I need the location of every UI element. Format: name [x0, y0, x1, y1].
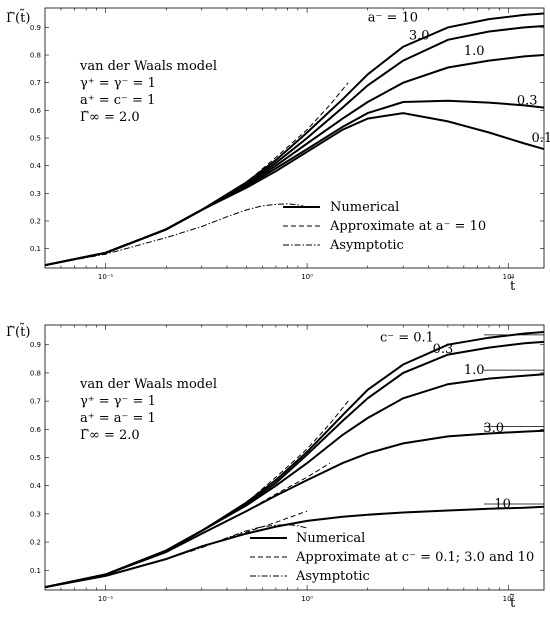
x-tick-label: 10⁰: [301, 595, 313, 603]
y-tick-label: 0.2: [30, 217, 41, 225]
series-label: 0.1: [531, 131, 550, 146]
series-label: 1.0: [464, 44, 485, 59]
series-label: 0.3: [433, 342, 454, 357]
y-axis-label: Γ̃(t̃): [6, 323, 30, 340]
legend-label: Asymptotic: [295, 569, 370, 584]
legend-label: Numerical: [296, 531, 365, 546]
y-tick-label: 0.6: [30, 107, 42, 115]
y-tick-label: 0.3: [30, 190, 41, 198]
y-tick-label: 0.7: [30, 398, 41, 406]
bottom-panel: Γ̃(t̃) t̃ van der Waals model γ⁺ = γ⁻ = …: [6, 323, 545, 611]
annotation-line: Γ̃∞ = 2.0: [80, 428, 140, 443]
x-axis-label: t̃: [509, 594, 516, 611]
x-tick-label: 10¹: [503, 595, 515, 603]
y-tick-label: 0.9: [30, 24, 41, 32]
x-tick-label: 10¹: [503, 273, 515, 281]
y-tick-label: 0.5: [30, 135, 41, 143]
legend-label: Numerical: [330, 200, 399, 215]
series-label: 3.0: [483, 421, 504, 436]
annotation-line: Γ̃∞ = 2.0: [80, 110, 140, 125]
legend: Numerical Approximate at a⁻ = 10 Asympto…: [283, 200, 486, 253]
series-label: 10: [494, 497, 511, 512]
y-tick-label: 0.4: [30, 482, 42, 490]
annotation-line: a⁺ = a⁻ = 1: [80, 411, 156, 426]
legend: Numerical Approximate at c⁻ = 0.1; 3.0 a…: [250, 531, 534, 584]
series-line-dashed: [44, 462, 331, 588]
top-panel: Γ̃(t̃) t̃ van der Waals model γ⁺ = γ⁻ = …: [6, 7, 550, 294]
y-tick-label: 0.8: [30, 52, 41, 60]
legend-label: Approximate at c⁻ = 0.1; 3.0 and 10: [295, 550, 534, 565]
series-label: a⁻ = 10: [368, 11, 418, 26]
series-label: 1.0: [464, 363, 485, 378]
y-tick-label: 0.5: [30, 454, 41, 462]
y-tick-label: 0.6: [30, 426, 42, 434]
series-line-solid: [44, 99, 545, 267]
annotation-line: a⁺ = c⁻ = 1: [80, 93, 155, 108]
series-label: c⁻ = 0.1: [380, 331, 434, 346]
series-line-dashed: [44, 510, 308, 588]
series-line-solid: [44, 505, 545, 589]
series-line-solid: [44, 112, 545, 267]
x-axis-label: t̃: [509, 277, 516, 294]
x-tick-label: 10⁻¹: [98, 273, 114, 281]
y-tick-label: 0.1: [30, 245, 41, 253]
annotation-line: γ⁺ = γ⁻ = 1: [80, 394, 156, 409]
model-annotation: van der Waals model γ⁺ = γ⁻ = 1 a⁺ = a⁻ …: [79, 377, 217, 443]
y-tick-label: 0.9: [30, 341, 41, 349]
annotation-line: van der Waals model: [79, 377, 217, 392]
series-label: 0.3: [517, 94, 538, 109]
model-annotation: van der Waals model γ⁺ = γ⁻ = 1 a⁺ = c⁻ …: [79, 59, 217, 125]
series-line-dashdot: [44, 524, 308, 588]
series-label: 3.0: [409, 29, 430, 44]
y-tick-label: 0.2: [30, 539, 41, 547]
annotation-line: van der Waals model: [79, 59, 217, 74]
y-tick-label: 0.3: [30, 510, 41, 518]
y-tick-label: 0.7: [30, 79, 41, 87]
series-line-solid: [44, 373, 545, 589]
series-line-solid: [44, 429, 545, 589]
y-tick-label: 0.4: [30, 162, 42, 170]
legend-label: Approximate at a⁻ = 10: [329, 219, 486, 234]
y-tick-label: 0.8: [30, 369, 41, 377]
annotation-line: γ⁺ = γ⁻ = 1: [80, 76, 156, 91]
y-axis-label: Γ̃(t̃): [6, 9, 30, 26]
y-tick-label: 0.1: [30, 567, 41, 575]
x-tick-label: 10⁻¹: [98, 595, 114, 603]
series-line-dashed: [44, 82, 349, 266]
x-tick-label: 10⁰: [301, 273, 313, 281]
legend-label: Asymptotic: [329, 238, 404, 253]
series-line-dashdot: [44, 203, 308, 266]
